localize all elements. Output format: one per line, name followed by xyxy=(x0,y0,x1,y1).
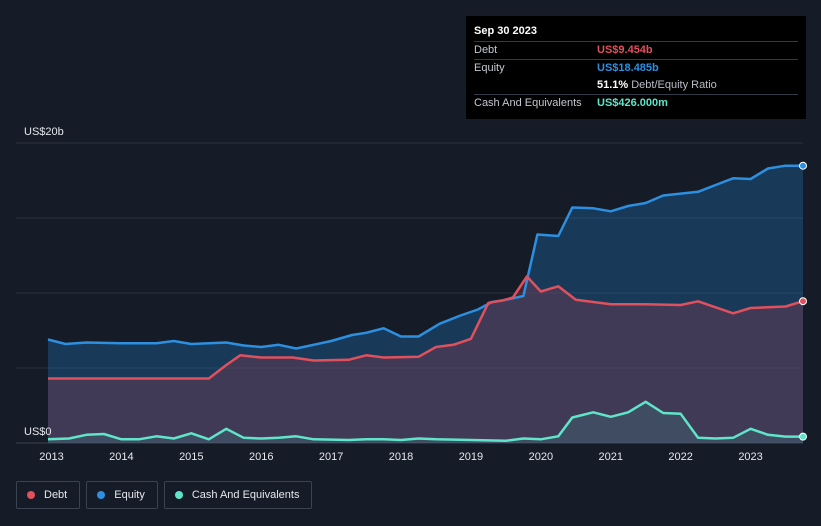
equity-area xyxy=(48,165,803,443)
equity-endpoint xyxy=(799,161,807,170)
legend-item-debt[interactable]: Debt xyxy=(16,481,81,509)
x-tick-label: 2021 xyxy=(599,451,623,463)
equity-line xyxy=(47,164,803,350)
debt-line xyxy=(48,275,804,380)
cash-and-equivalents-area xyxy=(48,401,803,443)
x-tick-label: 2014 xyxy=(109,451,133,463)
tooltip-cash-label: Cash And Equivalents xyxy=(474,97,582,109)
y-axis-top-label: US$20b xyxy=(24,126,64,138)
tooltip-cash-value: US$426.000m xyxy=(597,97,668,109)
x-tick-label: 2017 xyxy=(319,451,343,463)
series-areas xyxy=(48,165,803,443)
x-tick-label: 2022 xyxy=(668,451,692,463)
debt-area xyxy=(48,276,803,443)
x-tick-label: 2020 xyxy=(529,451,553,463)
x-tick-label: 2023 xyxy=(738,451,762,463)
debt-endpoint xyxy=(799,297,807,306)
tooltip-ratio-value: 51.1% xyxy=(597,79,629,91)
tooltip-equity-label: Equity xyxy=(474,62,505,74)
tooltip-equity-value: US$18.485b xyxy=(597,62,659,74)
x-tick-label: 2015 xyxy=(179,451,203,463)
legend-label-equity: Equity xyxy=(114,489,145,501)
x-tick-label: 2016 xyxy=(249,451,273,463)
series-lines xyxy=(47,164,804,443)
legend-label-debt: Debt xyxy=(44,489,68,501)
x-tick-label: 2018 xyxy=(389,451,413,463)
x-tick-label: 2013 xyxy=(39,451,63,463)
gridlines xyxy=(16,142,803,444)
x-tick-label: 2019 xyxy=(459,451,483,463)
legend-dot-icon xyxy=(27,491,35,499)
series-endpoints xyxy=(799,161,807,441)
legend-dot-icon xyxy=(174,491,183,499)
y-axis-bottom-label: US$0 xyxy=(24,426,52,438)
cash-and-equivalents-line xyxy=(47,400,803,443)
tooltip-debt-value: US$9.454b xyxy=(597,44,653,56)
tooltip-row-equity: Equity US$18.485b xyxy=(474,59,798,77)
legend-item-equity[interactable]: Equity xyxy=(86,481,158,509)
x-axis-ticks: 2013 2014 2015 2016 2017 2018 2019 2020 2021 2022… xyxy=(39,451,763,463)
legend-dot-icon xyxy=(97,491,106,499)
legend-item-cash[interactable]: Cash And Equivalents xyxy=(163,481,313,509)
cash-and-equivalents-endpoint xyxy=(799,432,807,441)
tooltip-ratio-label: Debt/Equity Ratio xyxy=(631,79,717,91)
tooltip-row-ratio: 51.1% Debt/Equity Ratio xyxy=(474,77,798,94)
legend-label-cash: Cash And Equivalents xyxy=(191,489,300,501)
data-tooltip: Sep 30 2023 Debt US$9.454b Equity US$18.… xyxy=(466,16,806,119)
tooltip-debt-label: Debt xyxy=(474,44,498,56)
tooltip-date: Sep 30 2023 xyxy=(474,25,537,37)
tooltip-row-cash: Cash And Equivalents US$426.000m xyxy=(474,94,798,112)
tooltip-row-debt: Debt US$9.454b xyxy=(474,41,798,59)
chart-legend: Debt Equity Cash And Equivalents xyxy=(16,481,313,509)
